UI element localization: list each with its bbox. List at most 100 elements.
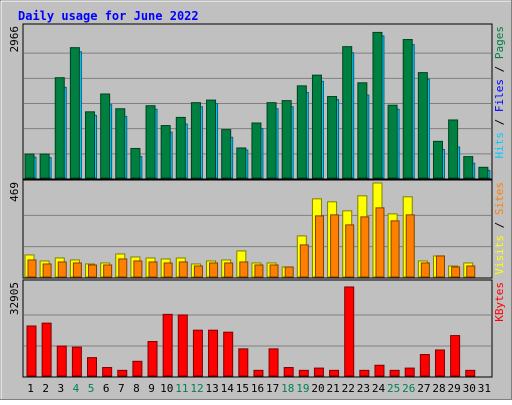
bar-pages-day-24 [372, 31, 383, 179]
panel-max-label-kbytes: 32905 [8, 282, 21, 315]
panel-visits: 469 Visits / Sites [8, 179, 506, 279]
bar-sites-day-14 [224, 262, 234, 278]
bar-pages-day-14 [221, 129, 232, 179]
day-label-6: 6 [103, 382, 110, 395]
day-label-29: 29 [448, 382, 461, 395]
day-label-13: 13 [205, 382, 218, 395]
bar-pages-day-8 [130, 147, 141, 179]
bar-pages-day-30 [463, 156, 474, 179]
day-label-31: 31 [478, 382, 491, 395]
bar-sites-day-4 [72, 262, 82, 278]
bar-sites-day-7 [118, 258, 128, 278]
day-label-2: 2 [42, 382, 49, 395]
legend-text-visits: Visits / Sites [493, 182, 506, 275]
bar-kbytes-day-18 [283, 367, 294, 377]
bar-sites-day-6 [103, 264, 113, 278]
day-label-24: 24 [372, 382, 386, 395]
bar-pages-day-19 [296, 85, 307, 179]
bar-sites-day-22 [345, 224, 355, 278]
legend-entry-hits: Hits [493, 132, 506, 159]
bar-sites-day-20 [314, 215, 324, 278]
day-label-27: 27 [417, 382, 430, 395]
legend-text-kbytes: KBytes [493, 282, 506, 322]
panel-kbytes: 32905 KBytes [8, 279, 506, 378]
bar-sites-day-10 [163, 262, 173, 278]
day-label-19: 19 [296, 382, 309, 395]
bar-sites-day-19 [299, 244, 309, 278]
day-label-28: 28 [432, 382, 445, 395]
bar-pages-day-31 [478, 166, 489, 179]
chart-title: Daily usage for June 2022 [18, 9, 199, 23]
day-label-1: 1 [27, 382, 34, 395]
bar-kbytes-day-19 [298, 369, 309, 377]
bar-pages-day-25 [387, 104, 398, 179]
bar-kbytes-day-28 [434, 349, 445, 377]
panel-legend-hits: Hits / Files / Pages [493, 26, 506, 159]
bar-sites-day-28 [435, 255, 445, 278]
bar-kbytes-day-22 [344, 286, 355, 377]
day-label-8: 8 [133, 382, 140, 395]
day-label-9: 9 [148, 382, 155, 395]
legend-separator: / [493, 215, 506, 235]
bar-sites-day-16 [254, 264, 264, 278]
legend-text-hits: Hits / Files / Pages [493, 26, 506, 159]
bar-pages-day-20 [311, 74, 322, 179]
bar-kbytes-day-25 [389, 369, 400, 377]
bar-sites-day-5 [88, 264, 98, 278]
panel-legend-visits: Visits / Sites [493, 182, 506, 275]
bar-pages-day-2 [39, 153, 50, 179]
day-label-25: 25 [387, 382, 400, 395]
bar-pages-day-9 [145, 105, 156, 179]
bar-pages-day-15 [236, 147, 247, 179]
day-label-4: 4 [73, 382, 80, 395]
bar-pages-day-5 [85, 111, 96, 179]
bar-sites-day-27 [420, 262, 430, 278]
legend-entry-sites: Sites [493, 182, 506, 215]
bar-kbytes-day-26 [404, 367, 415, 377]
bar-sites-day-18 [284, 266, 294, 278]
legend-entry-kbytes: KBytes [493, 282, 506, 322]
day-label-16: 16 [251, 382, 264, 395]
bar-sites-day-11 [178, 261, 188, 278]
bar-kbytes-day-13 [208, 329, 219, 377]
day-label-21: 21 [327, 382, 340, 395]
day-label-18: 18 [281, 382, 294, 395]
bar-kbytes-day-23 [359, 369, 370, 377]
day-label-23: 23 [357, 382, 370, 395]
bar-kbytes-day-14 [223, 331, 234, 377]
day-label-10: 10 [160, 382, 173, 395]
bar-pages-day-28 [432, 140, 443, 179]
bar-kbytes-day-5 [87, 357, 98, 377]
legend-entry-files: Files [493, 79, 506, 112]
legend-entry-visits: Visits [493, 235, 506, 275]
day-label-3: 3 [58, 382, 65, 395]
bar-pages-day-7 [115, 108, 126, 179]
bar-sites-day-15 [239, 261, 249, 278]
bar-kbytes-day-7 [117, 369, 128, 377]
bar-kbytes-day-20 [313, 367, 324, 377]
bar-sites-day-1 [27, 259, 37, 278]
bar-sites-day-29 [451, 266, 461, 278]
bar-pages-day-27 [417, 72, 428, 179]
bar-pages-day-23 [357, 82, 368, 179]
bar-pages-day-4 [69, 47, 80, 179]
bar-kbytes-day-6 [102, 367, 113, 377]
bar-sites-day-26 [405, 214, 415, 278]
day-label-14: 14 [221, 382, 235, 395]
panel-max-label-visits: 469 [8, 182, 21, 202]
bar-pages-day-22 [342, 46, 353, 179]
panel-hits: 2966 Hits / Files / Pages [8, 23, 506, 180]
bar-pages-day-21 [327, 96, 338, 179]
bar-pages-day-3 [54, 77, 65, 179]
bar-pages-day-12 [190, 102, 201, 179]
legend-separator: / [493, 59, 506, 79]
bar-kbytes-day-1 [26, 325, 37, 377]
day-label-15: 15 [236, 382, 249, 395]
bar-pages-day-17 [266, 102, 277, 179]
bar-sites-day-8 [133, 260, 143, 278]
bar-pages-day-26 [402, 39, 413, 179]
legend-entry-pages: Pages [493, 26, 506, 59]
day-label-11: 11 [175, 382, 188, 395]
